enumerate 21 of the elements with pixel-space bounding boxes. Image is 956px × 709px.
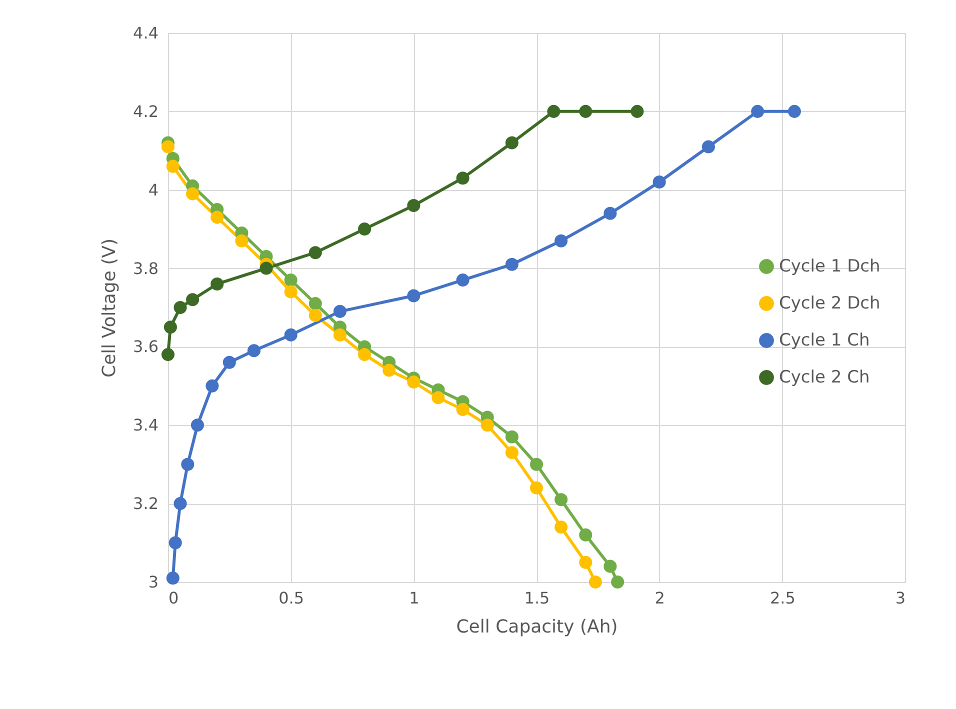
y-tick-label: 3	[148, 572, 158, 592]
x-tick-label: 2.5	[770, 588, 796, 608]
x-tick-label: 1.5	[524, 588, 550, 608]
y-tick-label: 3.4	[133, 416, 158, 435]
y-tick-label: 3.2	[133, 494, 158, 514]
legend-label: Cycle 2 Dch	[779, 294, 880, 314]
y-tick-label: 4.2	[133, 102, 158, 121]
y-tick-label: 4.4	[133, 24, 158, 42]
x-axis-title: Cell Capacity (Ah)	[456, 616, 618, 638]
x-tick-label: 1	[409, 588, 420, 608]
legend-label: Cycle 1 Dch	[779, 256, 880, 276]
x-tick-label: 2	[654, 588, 665, 608]
legend-label: Cycle 2 Ch	[779, 368, 870, 388]
x-tick-label: 3	[895, 588, 906, 608]
y-tick-label: 4	[148, 180, 158, 200]
legend-label: Cycle 1 Ch	[779, 330, 870, 350]
x-tick-label: 0.5	[278, 588, 304, 608]
y-axis-title: Cell Voltage (V)	[99, 238, 120, 378]
x-tick-label: 0	[168, 588, 179, 608]
y-tick-label: 3.8	[133, 258, 158, 278]
y-tick-label: 3.6	[133, 337, 158, 356]
